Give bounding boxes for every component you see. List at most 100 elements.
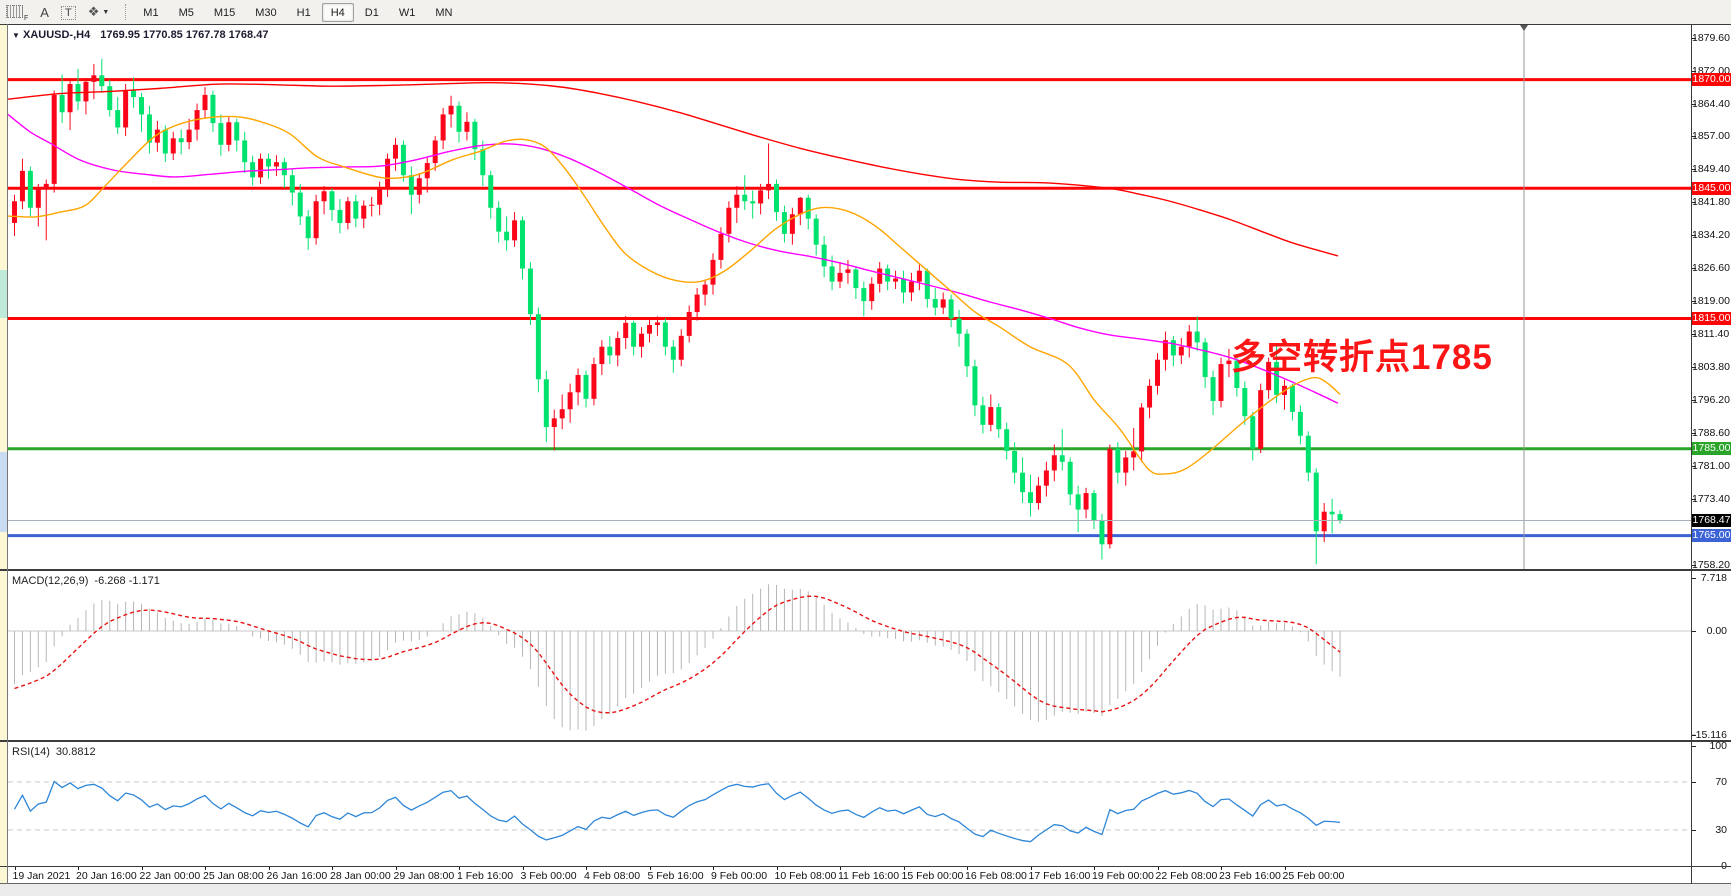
ma-medium-magenta-line — [7, 113, 1339, 404]
macd-indicator-canvas[interactable] — [8, 571, 1692, 741]
text-tool-icon[interactable]: T — [60, 2, 76, 22]
rsi-guide-lines — [8, 781, 1692, 831]
chart-title: ▼ XAUUSD-,H4 1769.95 1770.85 1767.78 1768… — [12, 29, 268, 41]
border-main-macd[interactable] — [0, 569, 1731, 571]
price-tick-label: 1872.00 — [1692, 64, 1730, 77]
rsi-axis-label: 30 — [1715, 824, 1727, 836]
tf-button-m5[interactable]: M5 — [170, 3, 203, 22]
macd-axis-label: 7.718 — [1700, 571, 1727, 584]
tf-button-m15[interactable]: M15 — [205, 3, 244, 22]
date-tick-label: 3 Feb 00:00 — [520, 870, 577, 882]
price-axis: 1879.60 1872.00 1864.40 1857.00 1849.40 1841.… — [1692, 0, 1731, 896]
date-tick-label: 22 Feb 08:00 — [1155, 870, 1218, 882]
rsi-axis-label: 70 — [1715, 776, 1727, 788]
macd-histogram — [14, 584, 1341, 731]
price-tick-label: 1811.40 — [1692, 328, 1730, 341]
price-tick-label: 1803.80 — [1692, 361, 1730, 374]
tf-button-m30[interactable]: M30 — [246, 3, 285, 22]
date-tick-label: 23 Feb 16:00 — [1219, 870, 1281, 882]
price-tick-label: 1841.80 — [1692, 196, 1730, 209]
price-tick-label: 1796.20 — [1692, 394, 1730, 407]
object-tools-icon[interactable]: ❖ ▼ — [87, 4, 110, 19]
border-date-bottom — [0, 883, 1731, 884]
bottom-scroll-strip[interactable] — [0, 884, 1731, 896]
date-tick-label: 28 Jan 00:00 — [330, 870, 391, 882]
price-tick-label: 1849.40 — [1692, 163, 1730, 176]
symbol-dropdown-icon[interactable]: ▼ — [12, 31, 20, 40]
annotations-icon[interactable]: A — [40, 5, 49, 20]
level-badge-1815.00: 1815.00 — [1692, 311, 1731, 325]
price-tick-label: 1857.00 — [1692, 130, 1730, 143]
price-tick-label: 1781.00 — [1692, 460, 1730, 473]
tf-button-h1[interactable]: H1 — [288, 3, 320, 22]
price-tick-label: 1788.60 — [1692, 427, 1730, 440]
date-tick-label: 10 Feb 08:00 — [774, 870, 837, 882]
price-tick-label: 1879.60 — [1692, 32, 1730, 44]
rsi-label: RSI(14) 30.8812 — [12, 746, 96, 758]
border-left — [7, 24, 8, 884]
price-tick-label: 1819.00 — [1692, 295, 1730, 308]
level-badge-1785.00: 1785.00 — [1692, 442, 1731, 456]
tf-button-mn[interactable]: MN — [426, 3, 461, 22]
border-price-axis — [1691, 24, 1692, 884]
grid-f-label: F — [24, 15, 29, 22]
left-edge-strip — [0, 25, 7, 884]
date-tick-label: 1 Feb 16:00 — [457, 870, 514, 882]
toolbar: F A T ❖ ▼ M1 M5 M15 M30 H1 H4 D1 W1 MN — [0, 0, 1731, 24]
tf-button-d1[interactable]: D1 — [356, 3, 388, 22]
date-tick-label: 11 Feb 16:00 — [838, 870, 900, 882]
date-tick-label: 29 Jan 08:00 — [393, 870, 455, 882]
date-tick-label: 22 Jan 00:00 — [139, 870, 201, 882]
date-tick-label: 16 Feb 08:00 — [965, 870, 1027, 882]
macd-axis-label: 0.00 — [1706, 625, 1727, 637]
border-rsi-bottom — [0, 866, 1731, 867]
price-tick-label: 1834.20 — [1692, 229, 1730, 242]
date-tick-label: 9 Feb 00:00 — [711, 870, 768, 882]
date-tick-label: 19 Jan 2021 — [12, 870, 71, 882]
date-tick-label: 20 Jan 16:00 — [76, 870, 137, 882]
rsi-line — [13, 780, 1341, 843]
toolbar-separator — [125, 4, 127, 20]
date-axis: 19 Jan 2021 20 Jan 16:00 22 Jan 00:00 25 Ja… — [0, 867, 1731, 883]
price-tick-label: 1773.40 — [1692, 493, 1730, 506]
main-chart-canvas[interactable] — [7, 25, 1692, 570]
ma-slow-red-line — [7, 82, 1339, 257]
date-tick-label: 25 Jan 08:00 — [203, 870, 264, 882]
date-tick-label: 15 Feb 00:00 — [901, 870, 964, 882]
rsi-indicator-canvas[interactable] — [8, 742, 1692, 866]
border-macd-rsi[interactable] — [0, 740, 1731, 742]
date-tick-label: 5 Feb 16:00 — [647, 870, 704, 882]
date-tick-label: 17 Feb 16:00 — [1028, 870, 1091, 882]
left-strip-segment-green — [0, 270, 7, 318]
macd-label: MACD(12,26,9) -6.268 -1.171 — [12, 575, 160, 587]
ohlc-values-label: 1769.95 1770.85 1767.78 1768.47 — [100, 29, 269, 41]
tf-button-h4-selected[interactable]: H4 — [321, 2, 354, 22]
ma-fast-orange-line — [7, 115, 1341, 475]
indicator-grid-icon[interactable]: F — [6, 2, 28, 22]
left-strip-segment-blue — [0, 452, 7, 532]
border-toolbar-bottom — [0, 24, 1731, 25]
macd-signal-line — [14, 595, 1341, 714]
tf-button-m1[interactable]: M1 — [134, 3, 167, 22]
chart-shift-marker — [1520, 25, 1528, 570]
date-tick-label: 25 Feb 00:00 — [1282, 870, 1345, 882]
grid-glyph — [6, 5, 23, 18]
price-tick-label: 1864.40 — [1692, 97, 1730, 110]
date-tick-label: 19 Feb 00:00 — [1092, 870, 1154, 882]
level-badge-1765.00: 1765.00 — [1692, 529, 1731, 543]
level-badge-1845.00: 1845.00 — [1692, 181, 1731, 195]
annotation-text-object[interactable]: 多空转折点1785 — [1231, 338, 1493, 377]
candlesticks — [12, 58, 1343, 565]
rsi-value: 30.8812 — [55, 746, 96, 758]
date-tick-label: 4 Feb 08:00 — [584, 870, 641, 882]
level-badge-1870.00: 1870.00 — [1692, 73, 1731, 87]
dropdown-arrow-icon: ▼ — [102, 9, 110, 16]
date-tick-label: 26 Jan 16:00 — [266, 870, 328, 882]
symbol-period-label: XAUUSD-,H4 — [22, 29, 91, 41]
price-tick-label: 1826.60 — [1692, 262, 1730, 275]
current-price-badge: 1768.47 — [1692, 514, 1731, 528]
macd-values: -6.268 -1.171 — [94, 575, 160, 587]
tf-button-w1[interactable]: W1 — [390, 3, 425, 22]
support-resistance-lines[interactable] — [8, 78, 1692, 538]
